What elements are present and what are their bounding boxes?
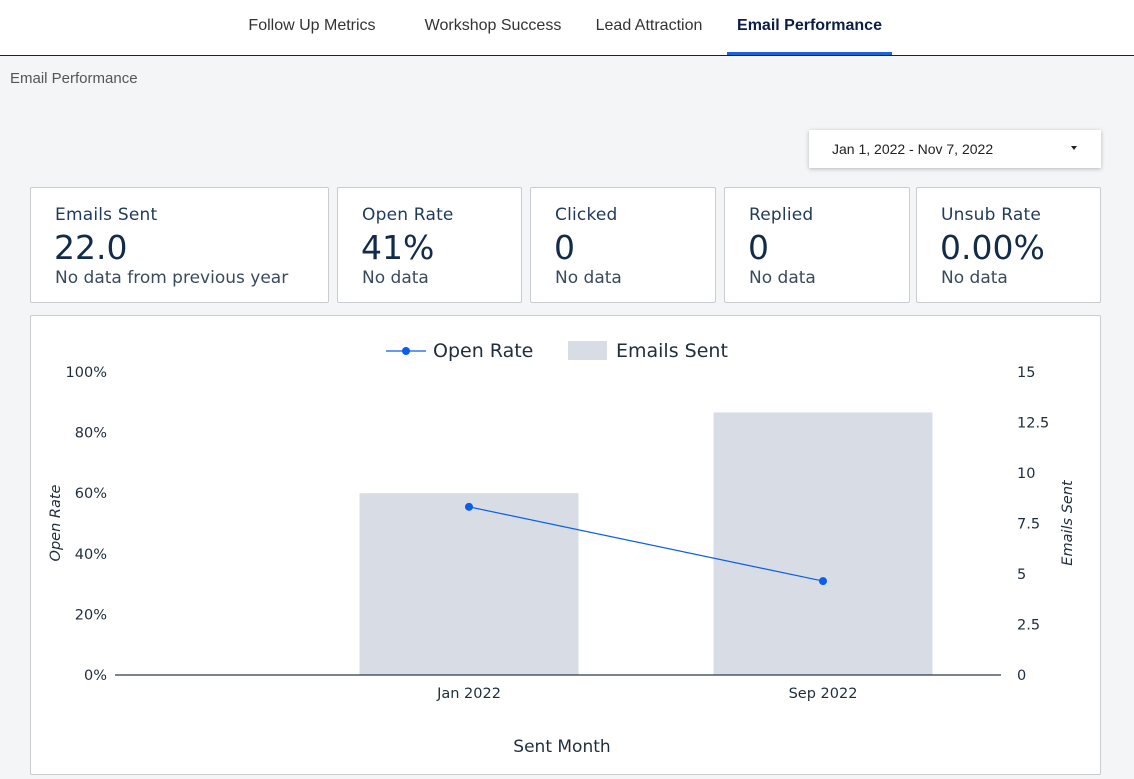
legend-point-swatch [402, 347, 410, 355]
x-tick-label: Jan 2022 [436, 686, 501, 702]
legend-label-emails-sent: Emails Sent [616, 340, 728, 362]
line-open-rate [468, 506, 824, 582]
scorecard-clicked: Clicked 0 No data [530, 187, 716, 303]
legend-label-open-rate: Open Rate [433, 340, 533, 362]
right-axis-title: Emails Sent [1060, 479, 1076, 566]
x-axis-title: Sent Month [513, 737, 610, 757]
left-tick-label: 40% [75, 547, 107, 563]
top-nav: Follow Up Metrics Workshop Success Lead … [0, 0, 1134, 56]
right-tick-label: 7.5 [1017, 517, 1040, 533]
date-range-value: Jan 1, 2022 - Nov 7, 2022 [832, 141, 994, 157]
point-open-rate [819, 577, 827, 586]
scorecard-comparison: No data [749, 268, 816, 288]
scorecard-label: Unsub Rate [941, 205, 1042, 225]
left-tick-label: 0% [84, 668, 107, 684]
left-tick-label: 100% [66, 365, 107, 381]
tab-lead-attraction[interactable]: Lead Attraction [595, 17, 703, 34]
scorecard-comparison: No data from previous year [55, 268, 289, 288]
left-tick-label: 60% [75, 486, 107, 502]
scorecard-value: 0 [748, 228, 769, 267]
bar-emails-sent [713, 412, 933, 675]
scorecard-value: 41% [361, 228, 435, 267]
scorecard-value: 22.0 [54, 228, 128, 267]
date-range-picker[interactable]: Jan 1, 2022 - Nov 7, 2022 [809, 130, 1101, 168]
scorecard-comparison: No data [941, 268, 1008, 288]
scorecard-label: Clicked [555, 205, 618, 225]
scorecard-value: 0 [554, 228, 575, 267]
scorecard-label: Open Rate [362, 205, 454, 225]
scorecard-unsub-rate: Unsub Rate 0.00% No data [916, 187, 1101, 303]
scorecard-emails-sent: Emails Sent 22.0 No data from previous y… [30, 187, 329, 303]
legend-bar-swatch [568, 341, 607, 360]
scorecard-value: 0.00% [940, 228, 1045, 267]
tab-workshop-success[interactable]: Workshop Success [424, 17, 562, 34]
email-performance-chart: 0% 20% 40% 60% 80% 100% 0 2.5 5 7.5 10 12.5 15 Jan 20… [30, 315, 1101, 775]
page-title: Email Performance [10, 70, 138, 87]
left-axis-title: Open Rate [48, 484, 64, 561]
right-tick-label: 12.5 [1017, 416, 1049, 432]
tab-follow-up-metrics[interactable]: Follow Up Metrics [248, 17, 376, 34]
x-tick-label: Sep 2022 [789, 686, 858, 702]
scorecard-label: Emails Sent [55, 205, 158, 225]
scorecard-replied: Replied 0 No data [724, 187, 910, 303]
left-tick-label: 20% [75, 607, 107, 623]
bar-emails-sent [359, 493, 579, 675]
combo-chart: 0% 20% 40% 60% 80% 100% 0 2.5 5 7.5 10 12.5 15 Jan 20… [48, 340, 1076, 757]
scorecard-open-rate: Open Rate 41% No data [337, 187, 522, 303]
left-tick-label: 80% [75, 426, 107, 442]
scorecard-comparison: No data [555, 268, 622, 288]
scorecard-comparison: No data [362, 268, 429, 288]
right-tick-label: 2.5 [1017, 618, 1040, 634]
tab-email-performance[interactable]: Email Performance [727, 0, 892, 55]
caret-down-icon [1071, 146, 1077, 150]
right-tick-label: 15 [1017, 365, 1035, 381]
right-tick-label: 5 [1017, 567, 1026, 583]
scorecard-label: Replied [749, 205, 814, 225]
right-tick-label: 10 [1017, 466, 1035, 482]
point-open-rate [465, 502, 473, 511]
right-tick-label: 0 [1017, 668, 1026, 684]
